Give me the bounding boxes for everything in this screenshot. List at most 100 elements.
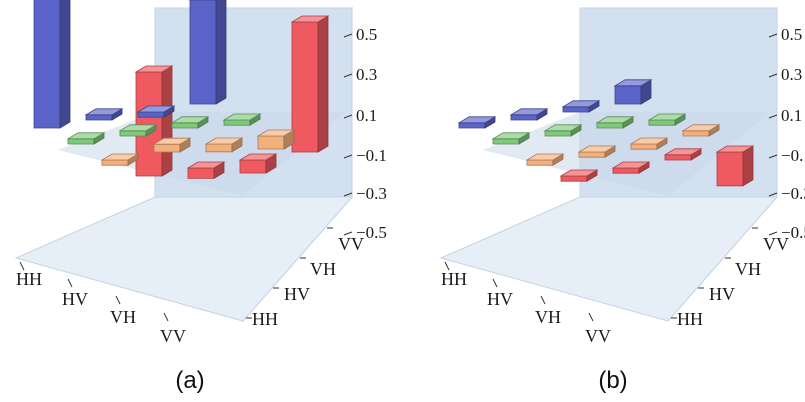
bar-front (682, 130, 710, 137)
bar-HH-HV (84, 108, 124, 121)
bar-front (492, 138, 520, 145)
bar-front (119, 130, 147, 137)
bar-top (134, 65, 174, 73)
x-tick-mark (115, 295, 121, 305)
z-tick-label: −0.3 (356, 184, 387, 203)
bar-front (560, 175, 588, 182)
bar-front (291, 21, 319, 153)
bar-front (562, 106, 590, 113)
x-tick-label: VH (110, 307, 136, 327)
bar-front (458, 122, 486, 129)
bar-HV-HV (118, 124, 158, 137)
bar-VV-VH (238, 153, 278, 174)
x-tick-mark (19, 261, 25, 271)
bar-front (135, 71, 163, 177)
z-tick-label: 0.3 (356, 65, 377, 84)
z-tick-label: 0.1 (781, 106, 802, 125)
z-tick-label: −0.5 (781, 223, 805, 242)
x-tick-label: VV (160, 326, 186, 346)
bar-top (577, 145, 617, 153)
bar-side (161, 65, 173, 177)
bar-front (257, 135, 285, 150)
z-tick-label: 0.1 (356, 106, 377, 125)
bar-front (648, 119, 676, 126)
z-tick-mark (343, 154, 353, 159)
z-tick-mark (768, 114, 778, 119)
bar-VV-HV (611, 161, 651, 174)
bar-top (543, 124, 583, 132)
z-tick-mark (343, 73, 353, 78)
bar-front (596, 122, 624, 129)
bar-front (171, 122, 199, 129)
bar-front (137, 111, 165, 118)
floor-plane (439, 196, 779, 322)
bar-VV-HV (186, 161, 226, 180)
bar-top (222, 113, 262, 121)
y-tick-label: VH (735, 259, 761, 279)
bar-front (189, 0, 217, 105)
bar-VH-HV (577, 145, 617, 158)
z-tick-label: 0.5 (356, 25, 377, 44)
bar-top (561, 100, 601, 108)
bar-top (595, 116, 635, 124)
bar-top (715, 145, 755, 153)
bar-front (614, 85, 642, 105)
bar-front (239, 159, 267, 174)
bar-top (170, 116, 210, 124)
z-tick-mark (343, 192, 353, 197)
z-tick-label: 0.5 (781, 25, 802, 44)
bar-front (544, 130, 572, 137)
bar-front (578, 151, 606, 158)
bar-VH-VH (629, 137, 669, 150)
bar-top (613, 79, 653, 87)
bar-side (742, 145, 754, 187)
bar-top (152, 137, 192, 145)
y-tick-label: VH (310, 259, 336, 279)
bar-side (215, 0, 227, 105)
bar-HH-HV (509, 108, 549, 121)
z-tick-label: 0.3 (781, 65, 802, 84)
bar-VH-VV (256, 129, 296, 150)
x-tick-label: HV (487, 289, 513, 309)
bar-front (205, 143, 233, 153)
bar-top (290, 15, 330, 23)
z-tick-label: −0.3 (781, 184, 805, 203)
bar-top (457, 116, 497, 124)
x-tick-mark (540, 295, 546, 305)
x-tick-mark (163, 312, 169, 322)
panel-caption: (b) (598, 367, 627, 394)
bar-front (67, 138, 95, 145)
floor-plane (14, 196, 354, 322)
bar-VV-VH (663, 148, 703, 161)
bar-top (100, 153, 140, 161)
x-tick-label: VV (585, 326, 611, 346)
x-tick-mark (444, 261, 450, 271)
bar-HV-VH (170, 116, 210, 129)
bar-top (509, 108, 549, 116)
bar-front (664, 154, 692, 161)
bar-top (611, 161, 651, 169)
bar-top (681, 124, 721, 132)
x-tick-mark (588, 312, 594, 322)
bar-HV-HH (491, 132, 531, 145)
bar-top (663, 148, 703, 156)
bar-top (84, 108, 124, 116)
y-tick-label: HV (709, 284, 735, 304)
bar-HV-VV (222, 113, 262, 126)
bar-front (223, 119, 251, 126)
bar-front (630, 143, 658, 150)
z-tick-label: −0.5 (356, 223, 387, 242)
bar-top (559, 169, 599, 177)
bar-front (33, 0, 61, 129)
bar-front (101, 159, 129, 166)
bar-VV-VV (290, 15, 330, 153)
panel-caption: (a) (175, 367, 204, 394)
y-tick-label: HV (284, 284, 310, 304)
bar-VH-HH (100, 153, 140, 166)
bar-HH-HH (457, 116, 497, 129)
bar-top (204, 137, 244, 145)
x-tick-label: HH (16, 269, 42, 289)
